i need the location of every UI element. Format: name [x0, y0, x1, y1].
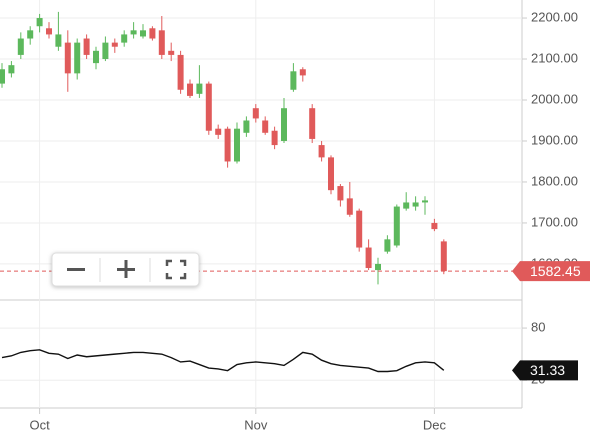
candle-body [130, 30, 137, 35]
candle-body [262, 120, 269, 133]
candle-body [346, 198, 353, 215]
y-tick-label: 1700.00 [531, 214, 578, 229]
candle-body [27, 30, 34, 39]
candle-body [187, 83, 193, 96]
candle-body [337, 186, 344, 201]
candle-body [83, 38, 90, 55]
candle-body [36, 18, 43, 27]
zoom-out-button[interactable] [67, 268, 85, 271]
last-price-label: 1582.45 [530, 263, 581, 279]
candle-body [140, 30, 146, 37]
y-tick-label: 1900.00 [531, 132, 578, 147]
candle-body [431, 222, 438, 230]
candle-body [234, 128, 240, 162]
candle-body [403, 202, 410, 209]
candle-body [158, 30, 165, 55]
rsi-line [1, 349, 445, 373]
candle-body [440, 241, 447, 272]
candle-body [243, 120, 250, 133]
candle-body [422, 200, 428, 203]
candle-body [318, 145, 325, 158]
zoom-in-button[interactable] [117, 260, 135, 278]
candle-body [46, 28, 52, 35]
y-tick-label: 2100.00 [531, 50, 578, 65]
candle-body [111, 42, 118, 47]
candle-body [55, 34, 62, 47]
candle-body [17, 38, 24, 55]
candle-body [252, 108, 259, 119]
candle-body [271, 130, 278, 146]
candle-body [328, 157, 334, 191]
y-tick-label: 2200.00 [531, 9, 578, 24]
rsi-tag [512, 360, 578, 381]
y-tick-label: 2000.00 [531, 91, 578, 106]
candle-body [384, 239, 391, 252]
candle-body [412, 202, 419, 207]
candle-body [168, 50, 175, 55]
candle-body [64, 42, 71, 74]
candle-body [281, 108, 287, 141]
candle-body [149, 28, 156, 39]
candle-body [121, 34, 128, 43]
candle-body [309, 108, 316, 139]
fullscreen-button[interactable] [165, 259, 187, 280]
candle-body [93, 50, 99, 64]
candle-body [375, 263, 381, 271]
candle-body [299, 69, 306, 76]
candle-body [393, 206, 400, 246]
x-tick-label: Dec [423, 417, 447, 432]
candle-body [215, 128, 222, 135]
fullscreen-icon [165, 259, 187, 280]
y-tick-label: 80 [531, 320, 545, 335]
zoom-in-icon [124, 260, 128, 278]
candle-body [177, 54, 184, 90]
candle-body [8, 65, 15, 74]
zoom-out-icon [67, 268, 85, 271]
y-tick-label: 1800.00 [531, 173, 578, 188]
candle-body [290, 71, 297, 90]
last-price-tag [512, 261, 590, 282]
candle-body [102, 42, 109, 60]
candle-body [365, 247, 372, 269]
zoom-control [51, 252, 200, 287]
candle-body [224, 128, 231, 162]
candle-body [356, 210, 363, 248]
rsi-label: 31.33 [530, 362, 565, 378]
candle-body [196, 83, 203, 94]
candle-body [205, 83, 212, 131]
x-tick-label: Nov [244, 417, 268, 432]
candle-body [0, 69, 5, 84]
x-tick-label: Oct [29, 417, 50, 432]
candle-body [74, 42, 81, 74]
